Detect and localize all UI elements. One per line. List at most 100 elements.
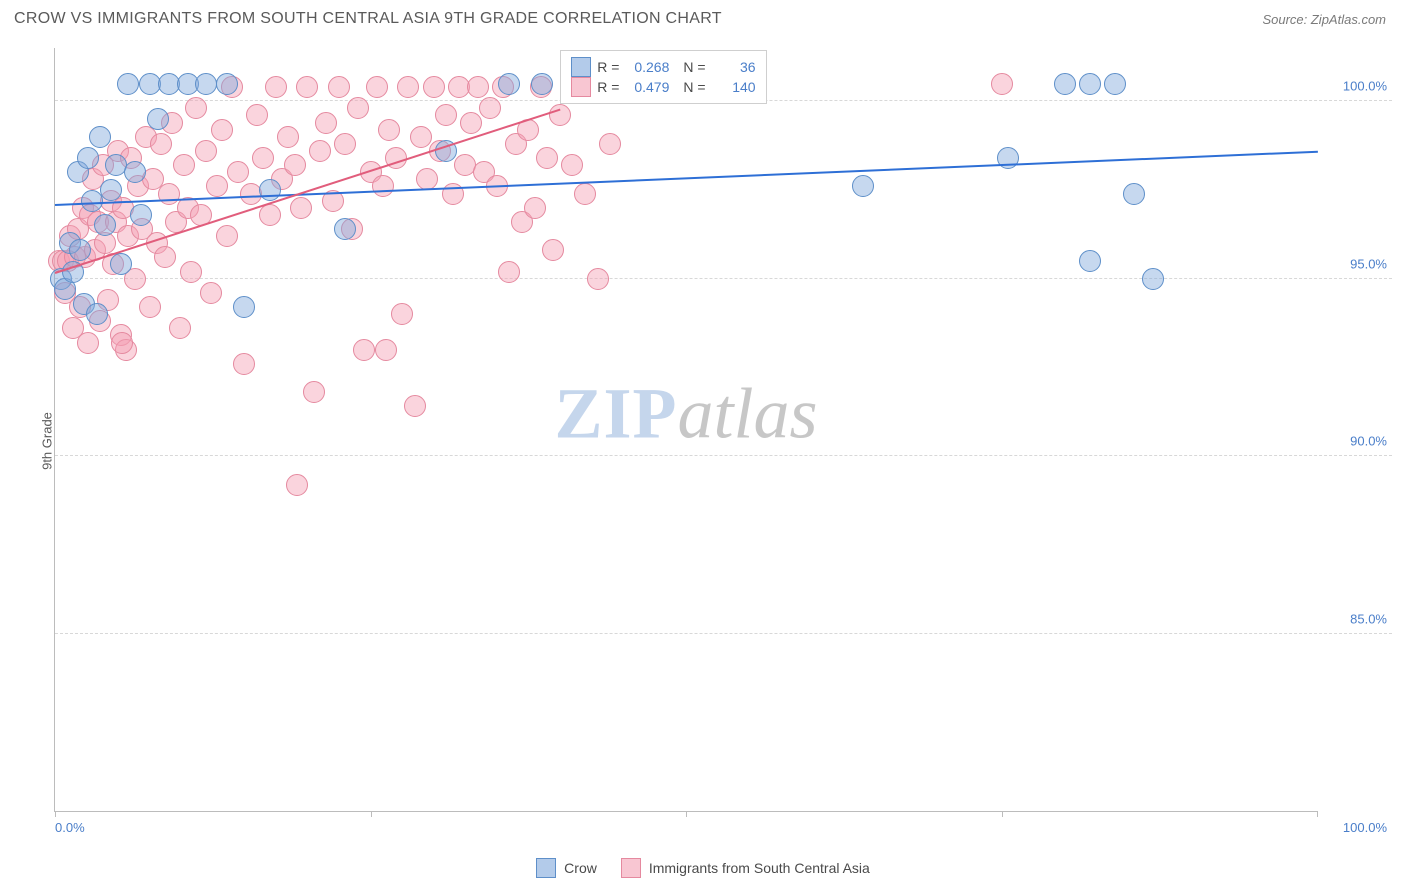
swatch-blue-icon [536,858,556,878]
data-point-sca [397,76,419,98]
grid-line [55,455,1392,456]
x-tick [1002,811,1003,817]
chart-title: CROW VS IMMIGRANTS FROM SOUTH CENTRAL AS… [14,10,722,28]
chart-container: 9th Grade ZIPatlas 85.0%90.0%95.0%100.0%… [14,40,1392,842]
y-tick-label: 95.0% [1350,256,1387,271]
data-point-crow [130,204,152,226]
data-point-crow [89,126,111,148]
data-point-sca [296,76,318,98]
data-point-sca [139,296,161,318]
data-point-sca [561,154,583,176]
data-point-crow [77,147,99,169]
data-point-crow [195,73,217,95]
y-axis-label: 9th Grade [39,412,54,470]
x-tick [1317,811,1318,817]
data-point-sca [277,126,299,148]
data-point-sca [169,317,191,339]
r-value-crow: 0.268 [625,59,669,75]
data-point-sca [479,97,501,119]
data-point-sca [216,225,238,247]
data-point-sca [309,140,331,162]
x-tick [686,811,687,817]
r-label: R = [597,79,619,95]
data-point-sca [286,474,308,496]
data-point-sca [347,97,369,119]
legend-item-sca: Immigrants from South Central Asia [621,858,870,878]
data-point-sca [334,133,356,155]
x-tick [55,811,56,817]
data-point-sca [366,76,388,98]
x-tick-label: 100.0% [1343,820,1387,835]
n-value-sca: 140 [712,79,756,95]
watermark-zip: ZIP [554,374,677,454]
data-point-sca [315,112,337,134]
data-point-sca [154,246,176,268]
r-value-sca: 0.479 [625,79,669,95]
data-point-crow [1142,268,1164,290]
r-label: R = [597,59,619,75]
data-point-sca [233,353,255,375]
data-point-sca [423,76,445,98]
x-tick-label: 0.0% [55,820,85,835]
watermark: ZIPatlas [554,373,817,456]
data-point-sca [391,303,413,325]
data-point-sca [265,76,287,98]
data-point-sca [404,395,426,417]
stats-row-crow: R =0.268N =36 [571,57,755,77]
data-point-sca [574,183,596,205]
source-attribution: Source: ZipAtlas.com [1262,12,1386,27]
data-point-sca [372,175,394,197]
y-tick-label: 85.0% [1350,611,1387,626]
data-point-crow [1054,73,1076,95]
plot-area: ZIPatlas 85.0%90.0%95.0%100.0%0.0%100.0%… [54,48,1317,812]
legend-label-sca: Immigrants from South Central Asia [649,860,870,876]
data-point-crow [498,73,520,95]
data-point-crow [86,303,108,325]
data-point-crow [69,239,91,261]
data-point-sca [111,332,133,354]
data-point-crow [124,161,146,183]
data-point-sca [246,104,268,126]
data-point-sca [206,175,228,197]
data-point-sca [410,126,432,148]
data-point-sca [498,261,520,283]
data-point-sca [460,112,482,134]
data-point-sca [442,183,464,205]
data-point-crow [1104,73,1126,95]
data-point-sca [252,147,274,169]
data-point-sca [599,133,621,155]
data-point-sca [328,76,350,98]
data-point-crow [147,108,169,130]
data-point-crow [216,73,238,95]
legend-item-crow: Crow [536,858,597,878]
data-point-sca [227,161,249,183]
data-point-sca [185,97,207,119]
stats-box: R =0.268N =36R =0.479N =140 [560,50,766,104]
data-point-sca [991,73,1013,95]
data-point-crow [110,253,132,275]
data-point-sca [467,76,489,98]
data-point-sca [587,268,609,290]
swatch-sca-icon [571,77,591,97]
y-tick-label: 90.0% [1350,434,1387,449]
watermark-atlas: atlas [678,374,818,454]
data-point-sca [180,261,202,283]
data-point-crow [117,73,139,95]
legend-label-crow: Crow [564,860,597,876]
data-point-sca [435,104,457,126]
data-point-crow [334,218,356,240]
grid-line [55,278,1392,279]
data-point-crow [1123,183,1145,205]
swatch-pink-icon [621,858,641,878]
data-point-crow [1079,73,1101,95]
data-point-sca [536,147,558,169]
data-point-sca [284,154,306,176]
bottom-legend: Crow Immigrants from South Central Asia [0,858,1406,878]
data-point-crow [100,179,122,201]
data-point-crow [94,214,116,236]
stats-row-sca: R =0.479N =140 [571,77,755,97]
data-point-crow [233,296,255,318]
n-value-crow: 36 [712,59,756,75]
data-point-sca [303,381,325,403]
x-tick [371,811,372,817]
